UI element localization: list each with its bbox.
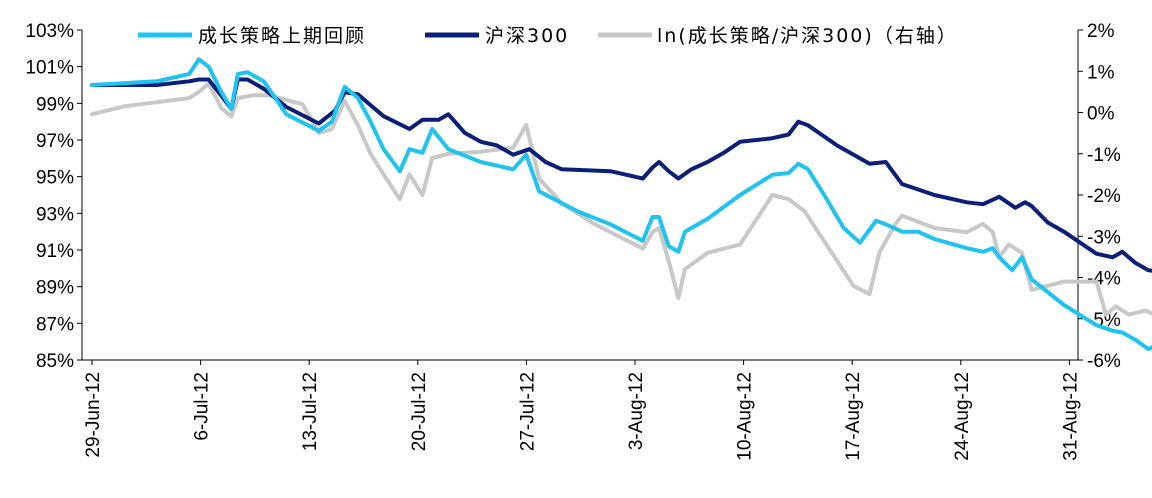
left-y-tick-label: 103% [25,21,74,42]
left-y-tick-label: 95% [36,168,74,189]
series-line-1 [90,57,1152,351]
x-tick-labels: 29-Jun-12 6-Jul-12 13-Jul-12 20-Jul-12 27-Ju… [83,360,1081,461]
series-line-3 [90,81,1152,317]
left-y-tick-label: 101% [25,58,74,79]
legend-label-series-3: ln(成长策略/沪深300)（右轴） [657,25,958,47]
x-tick-label: 31-Aug-12 [1060,372,1081,461]
x-tick-label: 17-Aug-12 [843,372,864,461]
right-y-tick-label: 0% [1087,104,1115,125]
right-y-tick-label: -6% [1087,351,1121,372]
series-line-2 [90,77,1152,273]
right-y-tick-labels: -6%-5%-4%-3%-2%-1%0%1%2% [1078,21,1121,372]
x-tick-label: 27-Jul-12 [517,372,538,451]
right-y-tick-label: 2% [1087,21,1115,42]
left-y-tick-label: 93% [36,204,74,225]
left-y-tick-label: 89% [36,278,74,299]
series-lines [90,57,1152,351]
legend: 成长策略上期回顾 沪深300 ln(成长策略/沪深300)（右轴） [138,25,958,47]
left-y-tick-label: 99% [36,94,74,115]
x-tick-label: 3-Aug-12 [626,372,647,450]
left-y-tick-label: 85% [36,351,74,372]
right-y-tick-label: 1% [1087,62,1115,83]
left-y-tick-label: 91% [36,241,74,262]
x-tick-label: 13-Jul-12 [300,372,321,451]
x-tick-label: 29-Jun-12 [83,372,104,458]
left-y-tick-labels: 85% 87% 89% 91% 93% 95% 97% 99% 101% 103% [25,21,82,372]
legend-label-series-2: 沪深300 [485,25,569,47]
right-y-tick-label: -4% [1087,269,1121,290]
x-tick-label: 6-Jul-12 [192,372,213,441]
right-y-tick-label: -3% [1087,227,1121,248]
left-y-tick-label: 87% [36,314,74,335]
right-y-tick-label: -2% [1087,186,1121,207]
right-y-tick-label: -1% [1087,145,1121,166]
left-y-tick-label: 97% [36,131,74,152]
x-tick-label: 10-Aug-12 [735,372,756,461]
legend-label-series-1: 成长策略上期回顾 [198,25,366,47]
x-tick-label: 24-Aug-12 [952,372,973,461]
x-tick-label: 20-Jul-12 [409,372,430,451]
